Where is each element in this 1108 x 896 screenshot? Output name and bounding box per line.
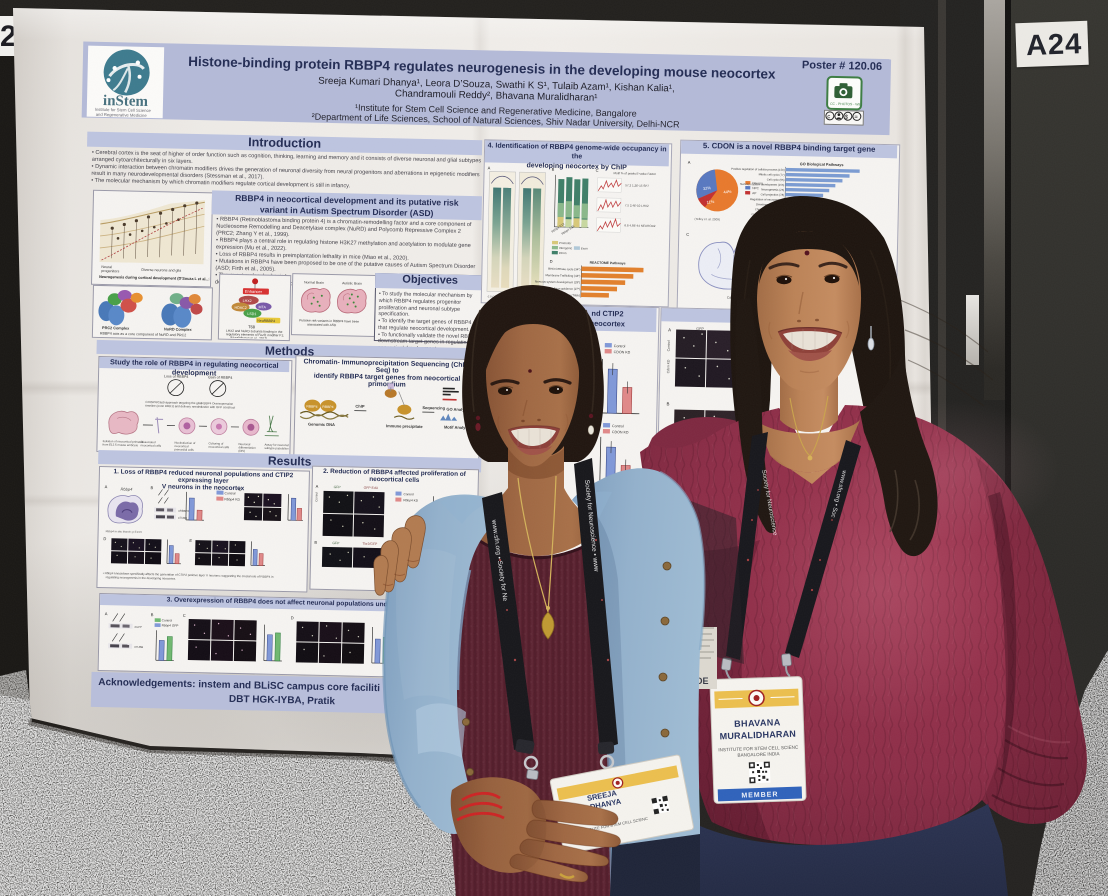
svg-text:BHAVANA: BHAVANA <box>734 717 781 729</box>
svg-text:MEMBER: MEMBER <box>741 791 778 799</box>
